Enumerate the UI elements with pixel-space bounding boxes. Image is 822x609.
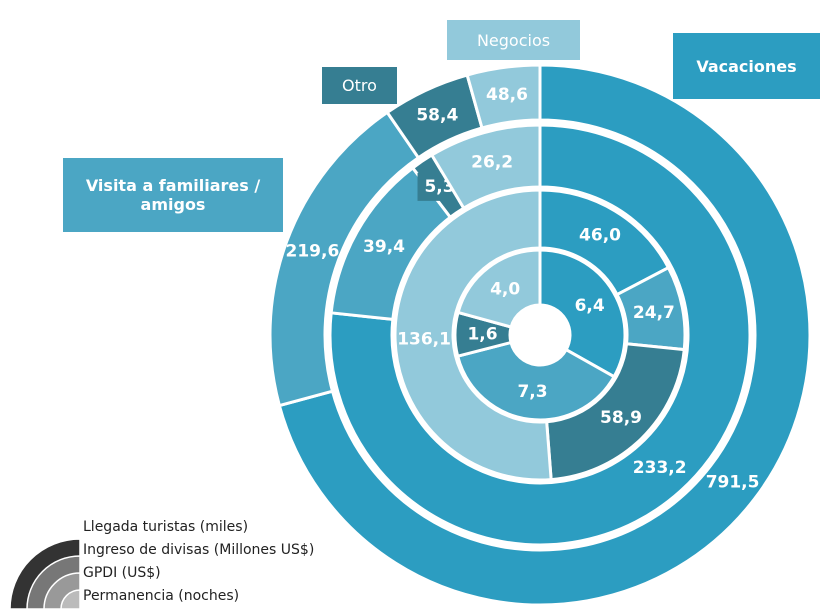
value-label: 7,3 [517,382,547,402]
ring-segment [393,188,553,482]
value-label: 233,2 [633,458,687,478]
legend-label: Ingreso de divisas (Millones US$) [83,542,314,558]
ring-segment [538,248,627,379]
value-label: 46,0 [579,226,621,246]
ring-segment [277,63,812,607]
value-label: 219,6 [286,241,340,261]
value-label: 58,9 [600,408,642,428]
category-callout: Negocios [447,20,580,60]
ring-segment [456,248,542,329]
value-label: 39,4 [363,237,405,257]
legend-icon [60,589,81,609]
legend-label: Llegada turistas (miles) [83,519,248,535]
category-callout: Vacaciones [673,33,820,99]
legend-label: Permanencia (noches) [83,588,239,604]
legend-label: GPDI (US$) [83,565,161,581]
value-label: 48,6 [486,85,528,105]
ring-segment [328,123,752,547]
value-label: 24,7 [633,303,675,323]
value-label: 58,4 [416,105,458,125]
value-label: 6,4 [575,296,605,316]
value-label: 4,0 [490,279,520,299]
ring-segment [465,63,542,130]
value-label: 1,6 [467,325,497,345]
ring-segment [429,123,542,211]
value-label: 791,5 [706,472,760,492]
value-label: 26,2 [471,153,513,173]
category-callout: Visita a familiares / amigos [63,158,283,232]
ring-segment [545,342,686,482]
value-label: 136,1 [397,329,451,349]
ring-segment [455,340,617,422]
category-callout: Otro [322,67,397,104]
